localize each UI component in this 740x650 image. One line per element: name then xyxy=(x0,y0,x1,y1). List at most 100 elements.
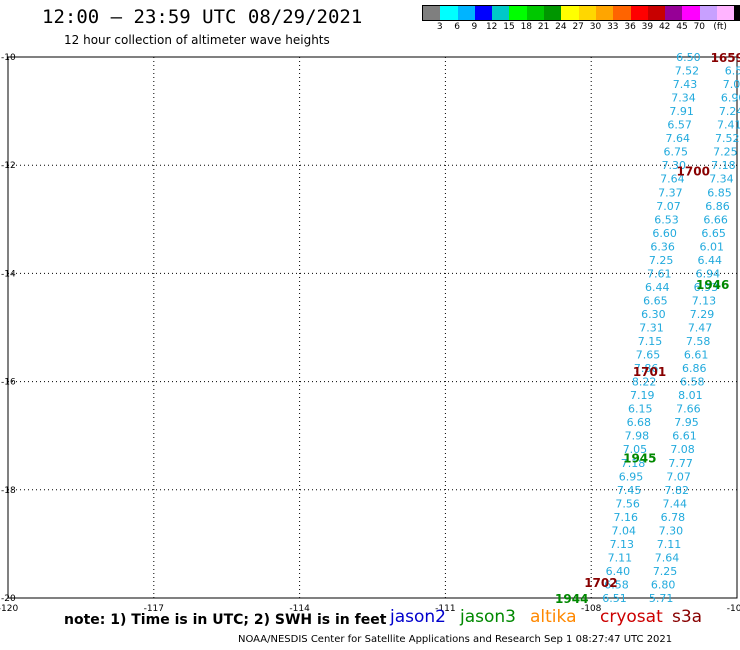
wave-height-point: 7.13 xyxy=(692,294,717,307)
wave-height-point: 7.04 xyxy=(612,524,637,537)
wave-height-point: 7.19 xyxy=(630,389,655,402)
chart-subtitle: 12 hour collection of altimeter wave hei… xyxy=(64,33,330,47)
legend-label: 9 xyxy=(471,22,478,32)
wave-height-point: 7.25 xyxy=(653,565,678,578)
wave-height-point: 7.25 xyxy=(713,146,738,159)
y-tick-label: -12 xyxy=(1,161,16,171)
legend-label: 27 xyxy=(572,22,584,32)
wave-height-point: 6.86 xyxy=(705,200,730,213)
wave-height-point: 6.53 xyxy=(654,213,679,226)
legend-label: 36 xyxy=(624,22,636,32)
legend-label: 33 xyxy=(607,22,619,32)
wave-height-point: 7.43 xyxy=(673,78,698,91)
x-tick-label: -117 xyxy=(144,604,164,614)
satellite-jason2: jason2 xyxy=(390,607,446,627)
wave-height-point: 7.31 xyxy=(639,322,664,335)
wave-height-point: 7.61 xyxy=(647,267,672,280)
wave-height-point: 6.65 xyxy=(643,294,668,307)
wave-height-point: 5.71 xyxy=(649,592,674,605)
chart-title: 12:00 – 23:59 UTC 08/29/2021 xyxy=(42,6,363,28)
legend-label: 24 xyxy=(555,22,567,32)
wave-height-point: 7.15 xyxy=(638,335,663,348)
wave-height-point: 6.94 xyxy=(696,267,721,280)
pass-time-label: 1701 xyxy=(633,365,666,379)
wave-height-point: 6.58 xyxy=(680,376,705,389)
wave-height-point: 6.61 xyxy=(684,349,709,362)
wave-height-point: 7.65 xyxy=(636,349,661,362)
wave-height-point: 7.77 xyxy=(668,457,693,470)
legend-swatch xyxy=(492,6,510,20)
legend-label: 30 xyxy=(589,22,602,32)
y-tick-label: -14 xyxy=(1,269,16,279)
satellite-cryosat: cryosat xyxy=(600,607,663,627)
wave-height-point: 7.86 xyxy=(634,362,659,375)
legend-label: 42 xyxy=(658,22,671,32)
wave-height-point: 7.34 xyxy=(671,92,696,105)
wave-height-point: 7.18 xyxy=(621,457,646,470)
wave-height-point: 6.51 xyxy=(602,592,627,605)
wave-height-point: 6.30 xyxy=(641,308,666,321)
wave-height-point: 6.15 xyxy=(628,403,653,416)
wave-height-point: 6.90 xyxy=(721,92,740,105)
legend-swatch xyxy=(665,6,683,20)
x-tick-label: -111 xyxy=(435,604,455,614)
legend-swatch xyxy=(544,6,562,20)
wave-height-point: 6.93 xyxy=(694,281,719,294)
legend-unit: (ft) xyxy=(713,22,727,32)
satellite-s3a: s3a xyxy=(672,607,703,627)
y-tick-label: -18 xyxy=(1,486,16,496)
x-tick-label: -114 xyxy=(289,604,310,614)
legend-swatch xyxy=(578,6,596,20)
satellite-altika: altika xyxy=(530,607,577,627)
wave-height-point: 8.01 xyxy=(678,389,703,402)
wave-height-point: 7.05 xyxy=(623,443,648,456)
wave-height-point: 7.24 xyxy=(719,105,740,118)
wave-height-point: 7.37 xyxy=(658,186,683,199)
footer-note: note: 1) Time is in UTC; 2) SWH is in fe… xyxy=(64,612,387,628)
pass-time-label: 1659 xyxy=(711,51,740,65)
wave-height-point: 7.52 xyxy=(675,65,700,78)
wave-height-point: 6.75 xyxy=(664,146,689,159)
satellite-jason3: jason3 xyxy=(460,607,516,627)
wave-height-point: 7.30 xyxy=(662,159,687,172)
legend-swatch xyxy=(595,6,614,20)
wave-height-point: 6.57 xyxy=(667,119,692,132)
y-tick-label: -20 xyxy=(1,594,16,604)
legend-swatch xyxy=(423,6,441,20)
wave-height-point: 7.66 xyxy=(676,403,701,416)
legend-label: 3 xyxy=(436,22,443,32)
pass-time-label: 1944 xyxy=(555,592,588,606)
legend-swatch xyxy=(440,6,458,20)
wave-height-point: 7.82 xyxy=(664,484,689,497)
legend-label: 15 xyxy=(503,22,515,32)
wave-height-point: 6.01 xyxy=(699,240,724,253)
legend-swatch xyxy=(717,6,735,20)
legend-label: 18 xyxy=(520,22,533,32)
wave-height-point: 6.95 xyxy=(619,470,644,483)
wave-height-point: 7.07 xyxy=(666,470,691,483)
wave-height-point: 6.68 xyxy=(627,416,652,429)
wave-height-point: 8.22 xyxy=(632,376,657,389)
x-tick-label: -120 xyxy=(0,604,18,614)
y-tick-label: -10 xyxy=(1,53,16,63)
wave-height-point: 7.05 xyxy=(723,78,740,91)
wave-height-point: 7.91 xyxy=(669,105,694,118)
wave-height-point: 6.65 xyxy=(701,227,726,240)
pass-time-label: 1945 xyxy=(623,451,656,465)
legend-label: 21 xyxy=(537,22,550,32)
wave-height-point: 7.58 xyxy=(686,335,711,348)
pass-time-label: 1702 xyxy=(584,576,617,590)
wave-height-point: 6.44 xyxy=(645,281,670,294)
wave-height-point: 6.36 xyxy=(650,240,675,253)
wave-height-point: 7.41 xyxy=(717,119,740,132)
wave-height-point: 6.80 xyxy=(651,578,676,591)
legend-swatch xyxy=(647,6,666,20)
legend-label: 39 xyxy=(641,22,654,32)
wave-height-point: 7.64 xyxy=(660,173,685,186)
wave-height-point: 6.50 xyxy=(676,51,701,64)
legend-label: 12 xyxy=(485,22,498,32)
wave-height-point: 7.29 xyxy=(690,308,715,321)
wave-height-point: 7.47 xyxy=(688,322,713,335)
footer-credit: NOAA/NESDIS Center for Satellite Applica… xyxy=(238,634,673,645)
legend-label: 45 xyxy=(676,22,688,32)
